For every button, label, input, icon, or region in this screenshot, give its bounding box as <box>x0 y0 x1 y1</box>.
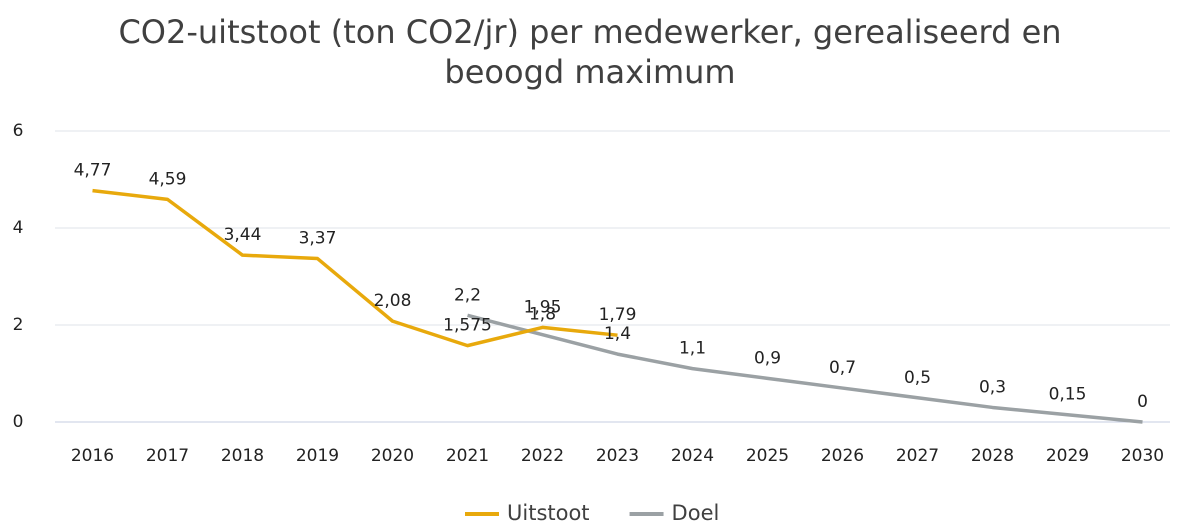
data-label: 3,44 <box>224 225 262 245</box>
data-label: 0,9 <box>754 348 781 368</box>
data-label: 1,4 <box>604 324 631 344</box>
x-tick-label: 2028 <box>971 446 1014 466</box>
data-label: 1,79 <box>599 305 637 325</box>
x-tick-label: 2025 <box>746 446 789 466</box>
x-tick-label: 2021 <box>446 446 489 466</box>
x-tick-label: 2018 <box>221 446 264 466</box>
legend-label: Uitstoot <box>507 501 590 524</box>
chart-title: CO2-uitstoot (ton CO2/jr) per medewerker… <box>118 13 1062 91</box>
x-tick-label: 2022 <box>521 446 564 466</box>
x-tick-label: 2029 <box>1046 446 1089 466</box>
data-label: 0,5 <box>904 368 931 388</box>
x-tick-label: 2023 <box>596 446 639 466</box>
data-label: 3,37 <box>299 229 337 249</box>
data-label: 2,2 <box>454 285 481 305</box>
data-label: 1,1 <box>679 339 706 359</box>
data-label: 1,8 <box>529 305 556 325</box>
x-tick-label: 2019 <box>296 446 339 466</box>
data-label: 1,575 <box>443 316 492 336</box>
data-label: 0,7 <box>829 358 856 378</box>
data-label: 4,77 <box>74 161 112 181</box>
data-label: 0,15 <box>1049 385 1087 405</box>
x-tick-label: 2016 <box>71 446 114 466</box>
x-tick-label: 2027 <box>896 446 939 466</box>
y-tick-label: 2 <box>13 315 24 335</box>
series-line <box>92 188 618 348</box>
data-label: 2,08 <box>374 291 412 311</box>
x-tick-label: 2017 <box>146 446 189 466</box>
x-tick-label: 2024 <box>671 446 714 466</box>
data-label: 1,95 <box>524 297 562 317</box>
x-tick-label: 2030 <box>1121 446 1164 466</box>
legend-label: Doel <box>672 501 720 524</box>
y-tick-label: 0 <box>13 412 24 432</box>
x-tick-label: 2026 <box>821 446 864 466</box>
y-tick-label: 6 <box>13 121 24 141</box>
series-line <box>467 313 1143 424</box>
data-label: 0 <box>1137 392 1148 412</box>
y-tick-label: 4 <box>13 218 24 238</box>
data-label: 4,59 <box>149 169 187 189</box>
data-label: 0,3 <box>979 377 1006 397</box>
x-tick-label: 2020 <box>371 446 414 466</box>
